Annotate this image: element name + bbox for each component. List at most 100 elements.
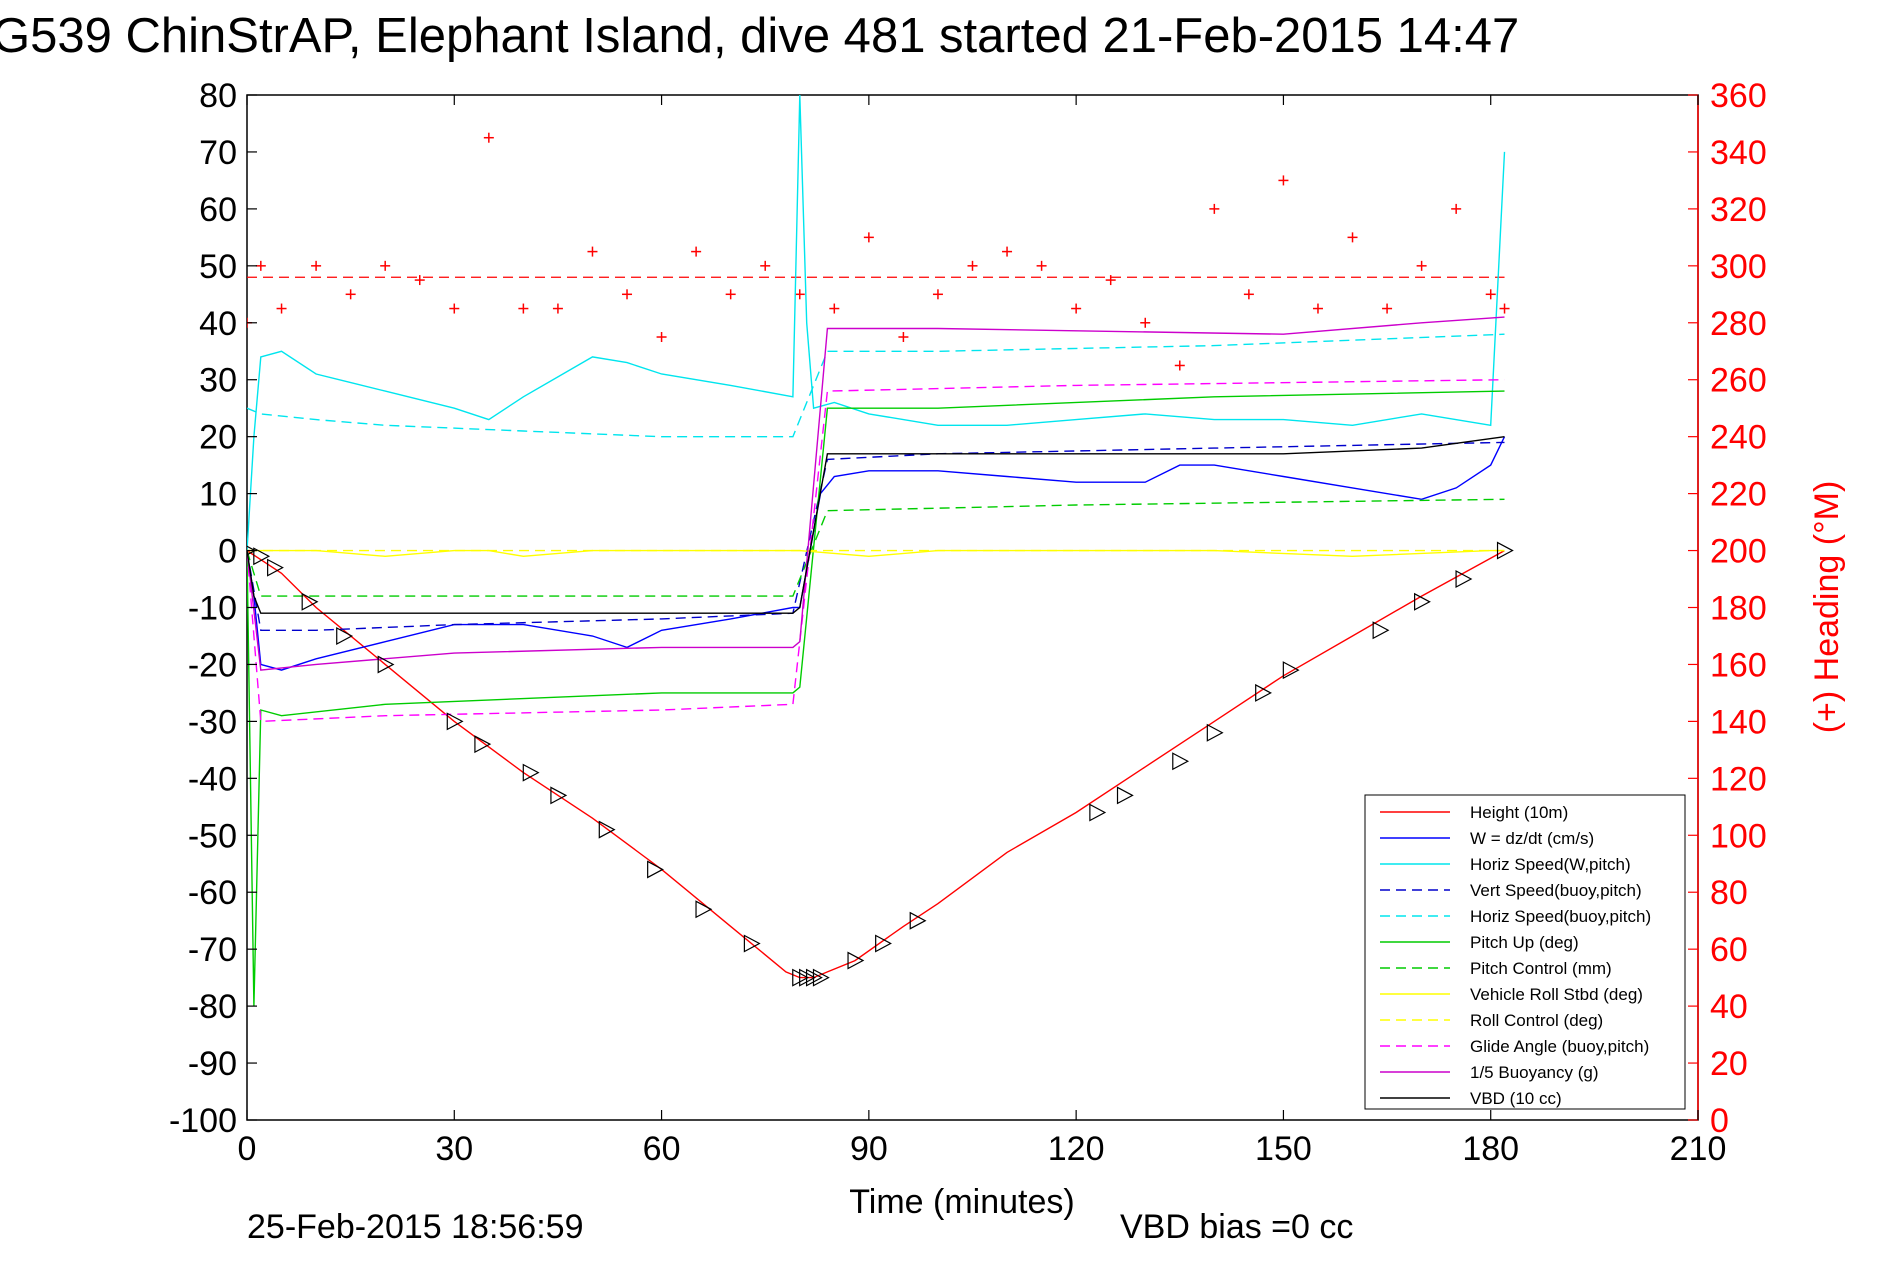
right-y-axis-label: (+) Heading (°M) <box>1808 481 1846 734</box>
heading-point <box>276 303 287 314</box>
right-y-tick-label: 320 <box>1710 191 1767 229</box>
right-y-tick-label: 260 <box>1710 362 1767 400</box>
series-line-3 <box>247 441 1505 631</box>
height-marker <box>474 735 492 754</box>
heading-point <box>1312 303 1323 314</box>
heading-point <box>691 246 702 257</box>
chart-title: G539 ChinStrAP, Elephant Island, dive 48… <box>0 9 1519 63</box>
heading-point <box>898 332 909 343</box>
x-tick-label: 90 <box>850 1130 888 1168</box>
series-line-1 <box>247 436 1506 671</box>
heading-point <box>1002 246 1013 257</box>
legend-label: Horiz Speed(buoy,pitch) <box>1470 907 1651 926</box>
height-marker <box>446 712 464 731</box>
right-y-tick-label: 360 <box>1710 77 1767 115</box>
right-y-tick-label: 60 <box>1710 931 1748 969</box>
heading-point <box>449 303 460 314</box>
legend-label: Glide Angle (buoy,pitch) <box>1470 1037 1649 1056</box>
height-marker <box>1455 570 1473 589</box>
right-y-axis: 3603403203002802602402202001801601401201… <box>1688 77 1767 1140</box>
heading-point <box>1485 289 1496 300</box>
height-marker <box>875 934 892 953</box>
height-markers <box>247 541 1514 987</box>
legend-label: Horiz Speed(W,pitch) <box>1470 855 1631 874</box>
left-y-tick-label: -30 <box>188 703 237 741</box>
legend-label: W = dz/dt (cm/s) <box>1470 829 1594 848</box>
height-marker <box>1372 621 1390 640</box>
height-marker <box>247 545 257 556</box>
legend-label: Roll Control (deg) <box>1470 1011 1603 1030</box>
height-marker <box>253 547 271 566</box>
x-tick-label: 30 <box>435 1130 473 1168</box>
heading-point <box>380 260 391 271</box>
height-marker <box>1414 592 1431 611</box>
x-axis: 0 30 60 90 120 150 180 210 <box>238 95 1727 1168</box>
left-y-tick-label: 40 <box>199 305 237 343</box>
height-marker <box>267 558 284 577</box>
x-tick-label: 0 <box>238 1130 257 1168</box>
left-y-axis: 80 70 60 50 40 30 20 10 0 -10 -20 -30 -40 -50 -60 -70 -8… <box>169 77 257 1140</box>
x-tick-label: 150 <box>1255 1130 1312 1168</box>
left-y-tick-label: 60 <box>199 191 237 229</box>
right-y-tick-label: 20 <box>1710 1045 1748 1083</box>
left-y-tick-label: 10 <box>199 476 237 514</box>
heading-point <box>1278 175 1289 186</box>
legend-label: Pitch Up (deg) <box>1470 933 1579 952</box>
heading-point <box>1416 260 1427 271</box>
heading-point <box>760 260 771 271</box>
right-y-tick-label: 340 <box>1710 134 1767 172</box>
height-marker <box>812 968 830 987</box>
left-y-tick-label: -40 <box>188 760 237 798</box>
series-line-11 <box>247 436 1505 614</box>
legend-label: Vert Speed(buoy,pitch) <box>1470 881 1642 900</box>
height-marker <box>695 900 713 919</box>
series-line-6 <box>247 498 1505 597</box>
legend-label: Height (10m) <box>1470 803 1568 822</box>
series-layer <box>247 95 1506 1007</box>
x-tick-label: 210 <box>1670 1130 1727 1168</box>
left-y-tick-label: 20 <box>199 419 237 457</box>
right-y-tick-label: 80 <box>1710 874 1748 912</box>
heading-point <box>311 260 322 271</box>
left-y-tick-label: -80 <box>188 988 237 1026</box>
heading-point <box>483 132 494 143</box>
timestamp-footer: 25-Feb-2015 18:56:59 <box>247 1208 583 1246</box>
right-y-tick-label: 40 <box>1710 988 1748 1026</box>
heading-point <box>518 303 529 314</box>
height-marker <box>1116 786 1134 805</box>
right-y-tick-label: 0 <box>1710 1102 1729 1140</box>
legend: Height (10m) W = dz/dt (cm/s) Horiz Speed(… <box>1364 794 1686 1110</box>
left-y-tick-label: 0 <box>218 533 237 571</box>
heading-point <box>1499 303 1510 314</box>
heading-point <box>725 289 736 300</box>
left-y-tick-label: -10 <box>188 590 237 628</box>
right-y-tick-label: 160 <box>1710 646 1767 684</box>
height-marker <box>1172 752 1190 771</box>
left-y-tick-label: -50 <box>188 817 237 855</box>
vbd-bias-footer: VBD bias =0 cc <box>1120 1208 1353 1246</box>
series-line-2 <box>247 95 1506 551</box>
left-y-tick-label: 70 <box>199 134 237 172</box>
right-y-tick-label: 240 <box>1710 419 1767 457</box>
left-y-tick-label: -90 <box>188 1045 237 1083</box>
heading-point <box>552 303 563 314</box>
heading-point <box>1382 303 1393 314</box>
x-tick-label: 120 <box>1048 1130 1105 1168</box>
heading-point <box>1071 303 1082 314</box>
height-marker <box>522 763 540 782</box>
left-y-tick-label: 30 <box>199 362 237 400</box>
left-y-tick-label: 80 <box>199 77 237 115</box>
heading-point <box>1347 232 1358 243</box>
heading-series <box>247 132 1510 371</box>
right-y-tick-label: 180 <box>1710 590 1767 628</box>
x-axis-label: Time (minutes) <box>849 1183 1074 1221</box>
right-y-tick-label: 300 <box>1710 248 1767 286</box>
left-y-tick-label: -60 <box>188 874 237 912</box>
height-marker <box>909 911 927 930</box>
heading-point <box>1174 360 1185 371</box>
series-line-9 <box>247 379 1505 723</box>
heading-point <box>1451 203 1462 214</box>
height-marker <box>1282 661 1300 680</box>
